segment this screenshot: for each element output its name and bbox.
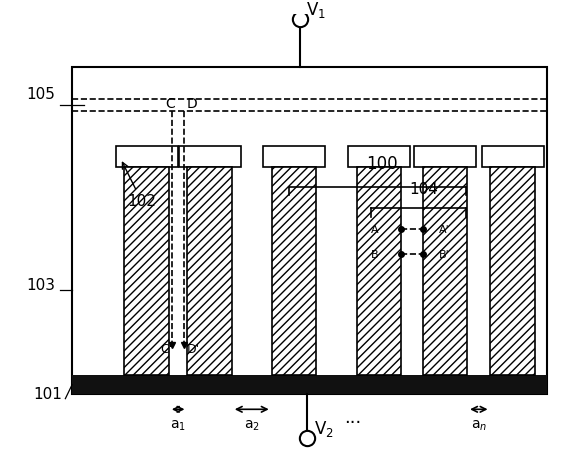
Bar: [423, 167, 467, 375]
Bar: [72, 375, 546, 394]
Text: 105: 105: [27, 88, 56, 102]
Text: D': D': [186, 343, 200, 356]
Bar: [357, 167, 401, 375]
Text: 101: 101: [34, 387, 62, 402]
Text: 100: 100: [366, 155, 398, 173]
Text: V$_2$: V$_2$: [314, 419, 334, 440]
Text: D: D: [186, 97, 197, 111]
Text: a$_n$: a$_n$: [471, 418, 487, 433]
Text: 104: 104: [409, 182, 438, 197]
Bar: [414, 146, 476, 167]
Text: 102: 102: [122, 163, 156, 209]
Text: A: A: [371, 225, 379, 235]
Bar: [348, 146, 410, 167]
Text: C': C': [160, 343, 172, 356]
Text: C: C: [165, 97, 175, 111]
Bar: [271, 167, 316, 375]
Bar: [263, 146, 325, 167]
Bar: [115, 146, 177, 167]
Text: a$_2$: a$_2$: [244, 418, 260, 433]
Bar: [179, 146, 241, 167]
Bar: [491, 167, 535, 375]
Text: A': A': [439, 225, 450, 235]
Bar: [125, 167, 169, 375]
Text: V$_1$: V$_1$: [306, 0, 327, 20]
Text: B: B: [371, 250, 379, 260]
Text: a$_1$: a$_1$: [170, 418, 186, 433]
Bar: [482, 146, 543, 167]
Text: B': B': [439, 250, 450, 260]
Text: ...: ...: [345, 409, 361, 427]
Bar: [72, 67, 546, 394]
Text: 103: 103: [27, 278, 56, 293]
Bar: [187, 167, 232, 375]
